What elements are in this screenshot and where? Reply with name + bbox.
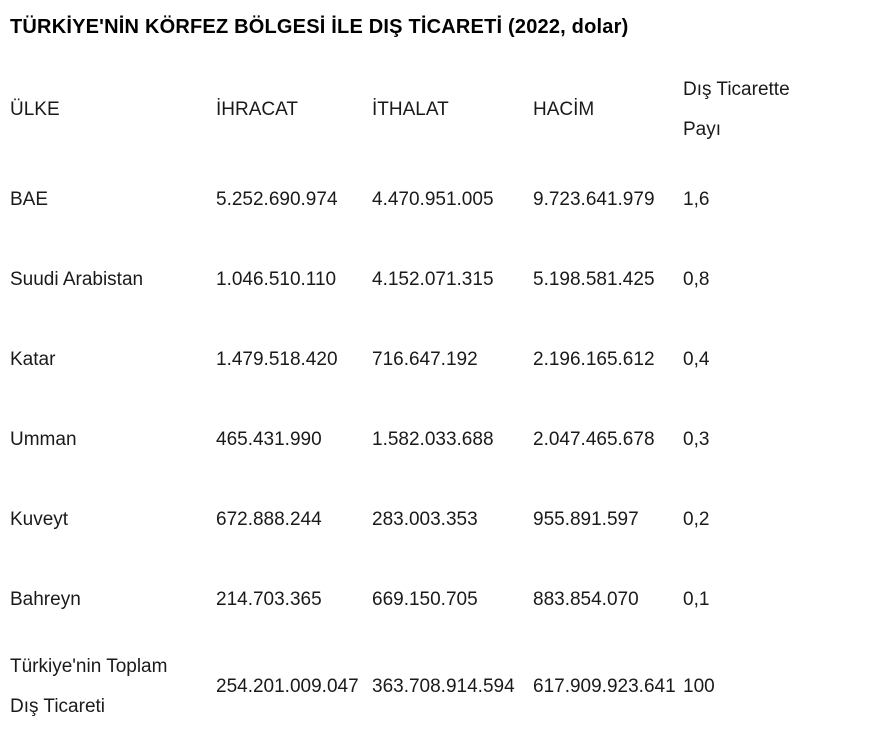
cell-country: Kuveyt [10, 509, 69, 530]
table-row-bae: BAE 5.252.690.974 4.470.951.005 9.723.64… [10, 160, 884, 240]
table-row-total: Türkiye'nin Toplam Dış Ticareti 254.201.… [10, 640, 884, 734]
cell-share: 0,4 [683, 349, 710, 370]
col-header-ihracat: İHRACAT [216, 60, 372, 160]
cell-volume: 2.047.465.678 [533, 429, 655, 450]
page-title: TÜRKİYE'NİN KÖRFEZ BÖLGESİ İLE DIŞ TİCAR… [10, 16, 629, 38]
col-header-ulke-label: ÜLKE [10, 99, 60, 120]
cell-imports: 363.708.914.594 [372, 676, 515, 697]
table-row-bahreyn: Bahreyn 214.703.365 669.150.705 883.854.… [10, 560, 884, 640]
cell-exports: 672.888.244 [216, 509, 322, 530]
header-row: ÜLKE İHRACAT İTHALAT HACİM Dış Ticarette… [10, 60, 884, 160]
trade-table: ÜLKE İHRACAT İTHALAT HACİM Dış Ticarette… [10, 60, 884, 734]
cell-share: 1,6 [683, 189, 710, 210]
cell-imports: 1.582.033.688 [372, 429, 494, 450]
cell-imports: 283.003.353 [372, 509, 478, 530]
table-row-suudi-arabistan: Suudi Arabistan 1.046.510.110 4.152.071.… [10, 240, 884, 320]
col-header-pay-label: Dış Ticarette Payı [683, 79, 790, 140]
cell-exports: 1.479.518.420 [216, 349, 338, 370]
cell-imports: 4.152.071.315 [372, 269, 494, 290]
col-header-hacim-label: HACİM [533, 99, 595, 120]
cell-volume: 2.196.165.612 [533, 349, 655, 370]
cell-exports: 465.431.990 [216, 429, 322, 450]
cell-volume: 9.723.641.979 [533, 189, 655, 210]
cell-volume: 883.854.070 [533, 589, 639, 610]
cell-volume: 617.909.923.641 [533, 676, 676, 697]
cell-share: 0,1 [683, 589, 710, 610]
cell-country: Bahreyn [10, 589, 81, 610]
cell-share: 0,8 [683, 269, 710, 290]
cell-exports: 5.252.690.974 [216, 189, 338, 210]
cell-country: Umman [10, 429, 77, 450]
col-header-ithalat: İTHALAT [372, 60, 533, 160]
cell-imports: 4.470.951.005 [372, 189, 494, 210]
cell-exports: 214.703.365 [216, 589, 322, 610]
cell-imports: 716.647.192 [372, 349, 478, 370]
cell-share: 0,2 [683, 509, 710, 530]
col-header-ihracat-label: İHRACAT [216, 99, 298, 120]
cell-exports: 1.046.510.110 [216, 269, 337, 290]
cell-country: Suudi Arabistan [10, 269, 144, 290]
table-row-kuveyt: Kuveyt 672.888.244 283.003.353 955.891.5… [10, 480, 884, 560]
cell-volume: 955.891.597 [533, 509, 639, 530]
col-header-pay: Dış Ticarette Payı [683, 60, 884, 160]
col-header-ulke: ÜLKE [10, 60, 216, 160]
cell-country: Türkiye'nin Toplam Dış Ticareti [10, 656, 168, 717]
cell-country: BAE [10, 189, 49, 210]
cell-exports: 254.201.009.047 [216, 676, 359, 697]
col-header-hacim: HACİM [533, 60, 683, 160]
cell-country: Katar [10, 349, 56, 370]
table-row-katar: Katar 1.479.518.420 716.647.192 2.196.16… [10, 320, 884, 400]
cell-imports: 669.150.705 [372, 589, 478, 610]
cell-volume: 5.198.581.425 [533, 269, 655, 290]
cell-share: 100 [683, 676, 715, 697]
col-header-ithalat-label: İTHALAT [372, 99, 449, 120]
cell-share: 0,3 [683, 429, 710, 450]
table-row-umman: Umman 465.431.990 1.582.033.688 2.047.46… [10, 400, 884, 480]
